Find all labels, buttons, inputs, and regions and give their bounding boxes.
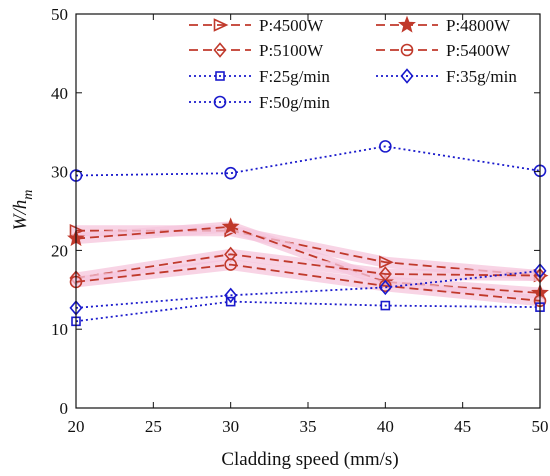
legend-label: P:5100W — [259, 41, 324, 60]
legend-marker — [400, 68, 414, 84]
legend-label: F:50g/min — [259, 93, 330, 112]
data-point — [378, 279, 392, 296]
series-line — [75, 145, 541, 177]
data-point — [224, 166, 237, 180]
legend-marker — [400, 43, 414, 57]
series-F:50g/min — [69, 140, 547, 182]
y-axis-label: W/hm — [10, 190, 36, 231]
y-tick-label: 10 — [51, 320, 68, 339]
data-point — [224, 258, 237, 271]
x-tick-label: 40 — [377, 417, 394, 436]
legend-label: F:25g/min — [259, 67, 330, 86]
y-axis-label-main: W/h — [10, 200, 31, 231]
legend-entry: F:50g/min — [189, 93, 330, 112]
series-layer — [67, 140, 549, 327]
legend-marker — [213, 95, 227, 109]
x-tick-label: 25 — [145, 417, 162, 436]
legend-entry: P:5100W — [189, 41, 324, 60]
legend-marker — [215, 71, 225, 81]
data-point — [379, 255, 394, 269]
data-point — [221, 217, 240, 235]
y-axis-label-sub: m — [21, 190, 36, 200]
legend-marker — [398, 15, 416, 33]
y-tick-label: 0 — [60, 399, 69, 418]
x-tick-label: 45 — [454, 417, 471, 436]
legend-entry: F:35g/min — [376, 67, 517, 86]
x-tick-label: 50 — [532, 417, 549, 436]
x-axis-label: Cladding speed (mm/s) — [221, 449, 398, 470]
series-line — [75, 263, 541, 302]
data-point — [224, 287, 238, 304]
series-line — [75, 253, 541, 279]
series-line — [75, 300, 541, 323]
legend-label: F:35g/min — [446, 67, 517, 86]
legend-entry: P:4500W — [189, 16, 324, 35]
data-point — [225, 296, 236, 307]
legend-entry: P:4800W — [376, 15, 511, 35]
legend-marker — [213, 42, 227, 58]
legend-entry: P:5400W — [376, 41, 511, 60]
legend-label: P:5400W — [446, 41, 511, 60]
axes — [75, 13, 541, 409]
x-tick-label: 30 — [222, 417, 239, 436]
y-tick-label: 30 — [51, 163, 68, 182]
x-tick-label: 20 — [68, 417, 85, 436]
y-tick-label: 40 — [51, 84, 68, 103]
y-tick-label: 20 — [51, 241, 68, 260]
y-tick-label: 50 — [51, 5, 68, 24]
data-point — [379, 140, 392, 153]
series-line — [75, 225, 541, 294]
legend-label: P:4500W — [259, 16, 324, 35]
legend-label: P:4800W — [446, 16, 511, 35]
legend-entry: F:25g/min — [189, 67, 330, 86]
data-point — [380, 300, 391, 311]
x-tick-label: 35 — [300, 417, 317, 436]
legend-marker — [213, 18, 229, 32]
series-F:25g/min — [71, 296, 545, 327]
legend: P:4500W P:4800W P:5100W P:5400W F:25g/min F:3… — [189, 15, 517, 112]
tick-labels: 20 25 30 35 40 45 50 0 10 20 30 40 50 — [51, 5, 549, 436]
